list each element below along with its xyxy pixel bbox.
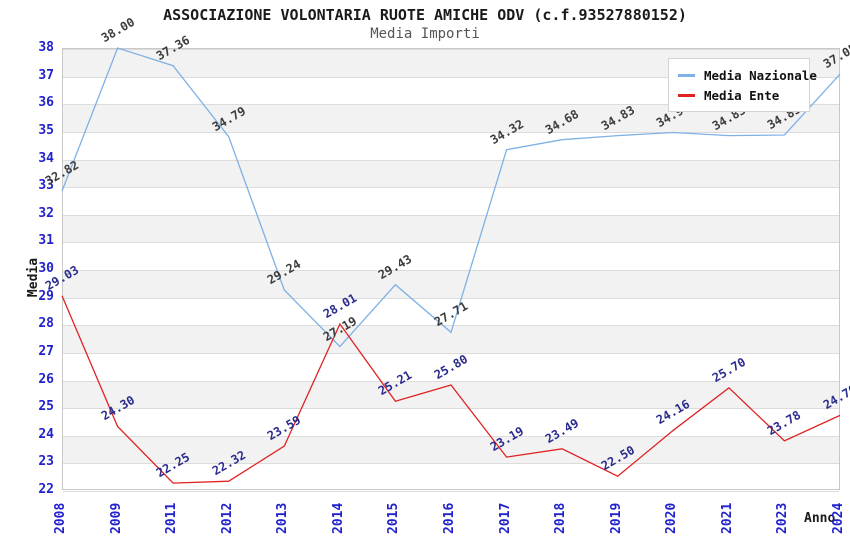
gridline	[63, 352, 839, 354]
gridline	[63, 242, 839, 244]
x-tick-label: 2019	[608, 502, 624, 534]
gridline	[63, 159, 839, 161]
x-tick-label: 2014	[330, 502, 346, 534]
x-tick-label: 2021	[719, 502, 735, 534]
y-tick-label: 26	[38, 371, 54, 387]
y-tick-label: 25	[38, 399, 54, 415]
gridline	[63, 408, 839, 410]
gridline	[63, 131, 839, 133]
legend-label-ente: Media Ente	[704, 87, 780, 103]
y-tick-label: 27	[38, 343, 54, 359]
x-tick-label: 2009	[108, 502, 124, 534]
y-tick-label: 30	[38, 261, 54, 276]
x-tick-label: 2020	[664, 502, 680, 534]
legend-label-nazionale: Media Nazionale	[704, 67, 817, 83]
x-tick-label: 2018	[553, 502, 569, 534]
legend-item-nazionale: Media Nazionale	[678, 65, 817, 85]
y-tick-label: 32	[38, 205, 54, 221]
x-axis-title: Anno	[804, 511, 836, 526]
x-tick-label: 2013	[275, 502, 291, 534]
plot-band	[63, 270, 839, 298]
gridline	[63, 270, 839, 271]
y-tick-label: 37	[38, 67, 54, 83]
plot-band	[63, 380, 839, 409]
y-tick-label: 34	[38, 150, 54, 166]
gridline	[63, 297, 839, 299]
legend-item-ente: Media Ente	[678, 85, 801, 105]
x-tick-label: 2015	[386, 502, 402, 534]
legend-swatch-nazionale	[678, 73, 695, 77]
gridline	[63, 187, 839, 189]
gridline	[63, 435, 839, 437]
y-tick-label: 33	[38, 178, 54, 194]
y-tick-label: 38	[38, 40, 54, 55]
plot-band	[63, 325, 839, 353]
x-tick-label: 2012	[219, 502, 235, 534]
gridline	[63, 325, 839, 327]
x-tick-label: 2016	[442, 502, 457, 534]
y-tick-label: 31	[38, 233, 54, 249]
y-tick-label: 28	[38, 316, 54, 332]
x-tick-label: 2017	[497, 502, 513, 534]
plot-band	[63, 159, 839, 188]
x-tick-label: 2023	[775, 502, 791, 534]
legend: Media Nazionale Media Ente	[668, 58, 817, 112]
gridline	[63, 214, 839, 216]
plot-band	[63, 214, 839, 243]
x-tick-label: 2024	[831, 502, 846, 534]
chart-subtitle: Media Importi	[370, 26, 480, 42]
y-tick-label: 29	[38, 288, 54, 304]
legend-swatch-ente	[678, 93, 695, 97]
y-tick-label: 35	[38, 122, 54, 138]
chart-title: ASSOCIAZIONE VOLONTARIA RUOTE AMICHE ODV…	[163, 6, 687, 24]
y-tick-label: 36	[38, 95, 54, 111]
x-tick-label: 2008	[53, 502, 68, 534]
y-tick-label: 24	[38, 426, 54, 442]
y-tick-label: 23	[38, 454, 54, 470]
gridline	[63, 491, 839, 492]
y-tick-label: 22	[38, 482, 54, 497]
x-tick-label: 2011	[164, 502, 180, 534]
